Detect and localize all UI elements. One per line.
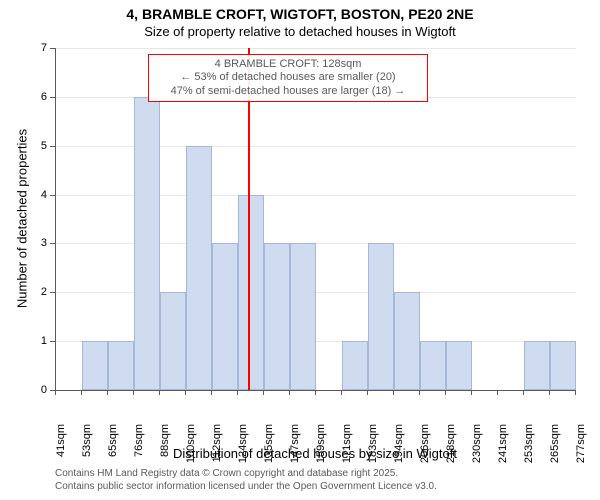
x-tick-label: 218sqm — [445, 424, 457, 472]
x-tick — [575, 390, 576, 395]
callout-line: ← 53% of detached houses are smaller (20… — [155, 71, 421, 84]
y-tick-label: 4 — [17, 189, 47, 201]
x-tick-label: 277sqm — [575, 424, 587, 472]
x-tick-label: 194sqm — [393, 424, 405, 472]
y-tick-label: 3 — [17, 237, 47, 249]
x-tick-label: 112sqm — [211, 424, 223, 472]
x-tick — [237, 390, 238, 395]
x-tick-label: 159sqm — [315, 424, 327, 472]
histogram-bar — [82, 341, 108, 390]
x-tick-label: 88sqm — [159, 424, 171, 472]
y-tick — [50, 243, 55, 244]
x-tick-label: 76sqm — [133, 424, 145, 472]
y-tick — [50, 48, 55, 49]
gridline — [56, 48, 576, 49]
x-tick — [523, 390, 524, 395]
x-tick — [393, 390, 394, 395]
chart-subtitle: Size of property relative to detached ho… — [0, 24, 600, 39]
x-tick-label: 241sqm — [497, 424, 509, 472]
x-tick-label: 206sqm — [419, 424, 431, 472]
y-tick — [50, 341, 55, 342]
x-tick-label: 100sqm — [185, 424, 197, 472]
x-tick — [107, 390, 108, 395]
chart-container: 4, BRAMBLE CROFT, WIGTOFT, BOSTON, PE20 … — [0, 0, 600, 500]
y-tick — [50, 97, 55, 98]
histogram-bar — [446, 341, 472, 390]
x-tick — [55, 390, 56, 395]
x-tick — [211, 390, 212, 395]
histogram-bar — [212, 243, 238, 390]
x-tick-label: 147sqm — [289, 424, 301, 472]
x-tick — [497, 390, 498, 395]
histogram-bar — [134, 97, 160, 390]
y-tick-label: 1 — [17, 335, 47, 347]
y-tick-label: 6 — [17, 91, 47, 103]
histogram-bar — [290, 243, 316, 390]
histogram-bar — [238, 195, 264, 390]
histogram-bar — [420, 341, 446, 390]
x-tick — [471, 390, 472, 395]
y-tick-label: 0 — [17, 384, 47, 396]
x-tick — [367, 390, 368, 395]
histogram-bar — [264, 243, 290, 390]
x-tick — [159, 390, 160, 395]
x-tick — [263, 390, 264, 395]
histogram-bar — [186, 146, 212, 390]
chart-title: 4, BRAMBLE CROFT, WIGTOFT, BOSTON, PE20 … — [0, 6, 600, 22]
x-tick-label: 265sqm — [549, 424, 561, 472]
attribution-line-2: Contains public sector information licen… — [55, 481, 437, 494]
x-tick — [315, 390, 316, 395]
x-tick — [549, 390, 550, 395]
x-tick-label: 230sqm — [471, 424, 483, 472]
x-tick — [289, 390, 290, 395]
x-tick — [185, 390, 186, 395]
y-tick — [50, 146, 55, 147]
callout-line: 4 BRAMBLE CROFT: 128sqm — [155, 58, 421, 71]
x-tick-label: 124sqm — [237, 424, 249, 472]
x-tick — [445, 390, 446, 395]
x-tick-label: 65sqm — [107, 424, 119, 472]
x-tick — [81, 390, 82, 395]
x-tick-label: 171sqm — [341, 424, 353, 472]
x-tick — [419, 390, 420, 395]
histogram-bar — [108, 341, 134, 390]
x-tick-label: 135sqm — [263, 424, 275, 472]
histogram-bar — [342, 341, 368, 390]
histogram-bar — [394, 292, 420, 390]
y-tick — [50, 292, 55, 293]
histogram-bar — [550, 341, 576, 390]
y-tick-label: 7 — [17, 42, 47, 54]
x-tick-label: 253sqm — [523, 424, 535, 472]
x-tick — [133, 390, 134, 395]
x-tick-label: 41sqm — [55, 424, 67, 472]
y-tick-label: 5 — [17, 140, 47, 152]
y-tick — [50, 195, 55, 196]
plot-area: 4 BRAMBLE CROFT: 128sqm← 53% of detached… — [55, 48, 576, 391]
histogram-bar — [160, 292, 186, 390]
callout-line: 47% of semi-detached houses are larger (… — [155, 85, 421, 98]
histogram-bar — [524, 341, 550, 390]
x-tick-label: 183sqm — [367, 424, 379, 472]
x-tick — [341, 390, 342, 395]
y-tick-label: 2 — [17, 286, 47, 298]
x-tick-label: 53sqm — [81, 424, 93, 472]
callout-box: 4 BRAMBLE CROFT: 128sqm← 53% of detached… — [148, 54, 428, 102]
histogram-bar — [368, 243, 394, 390]
